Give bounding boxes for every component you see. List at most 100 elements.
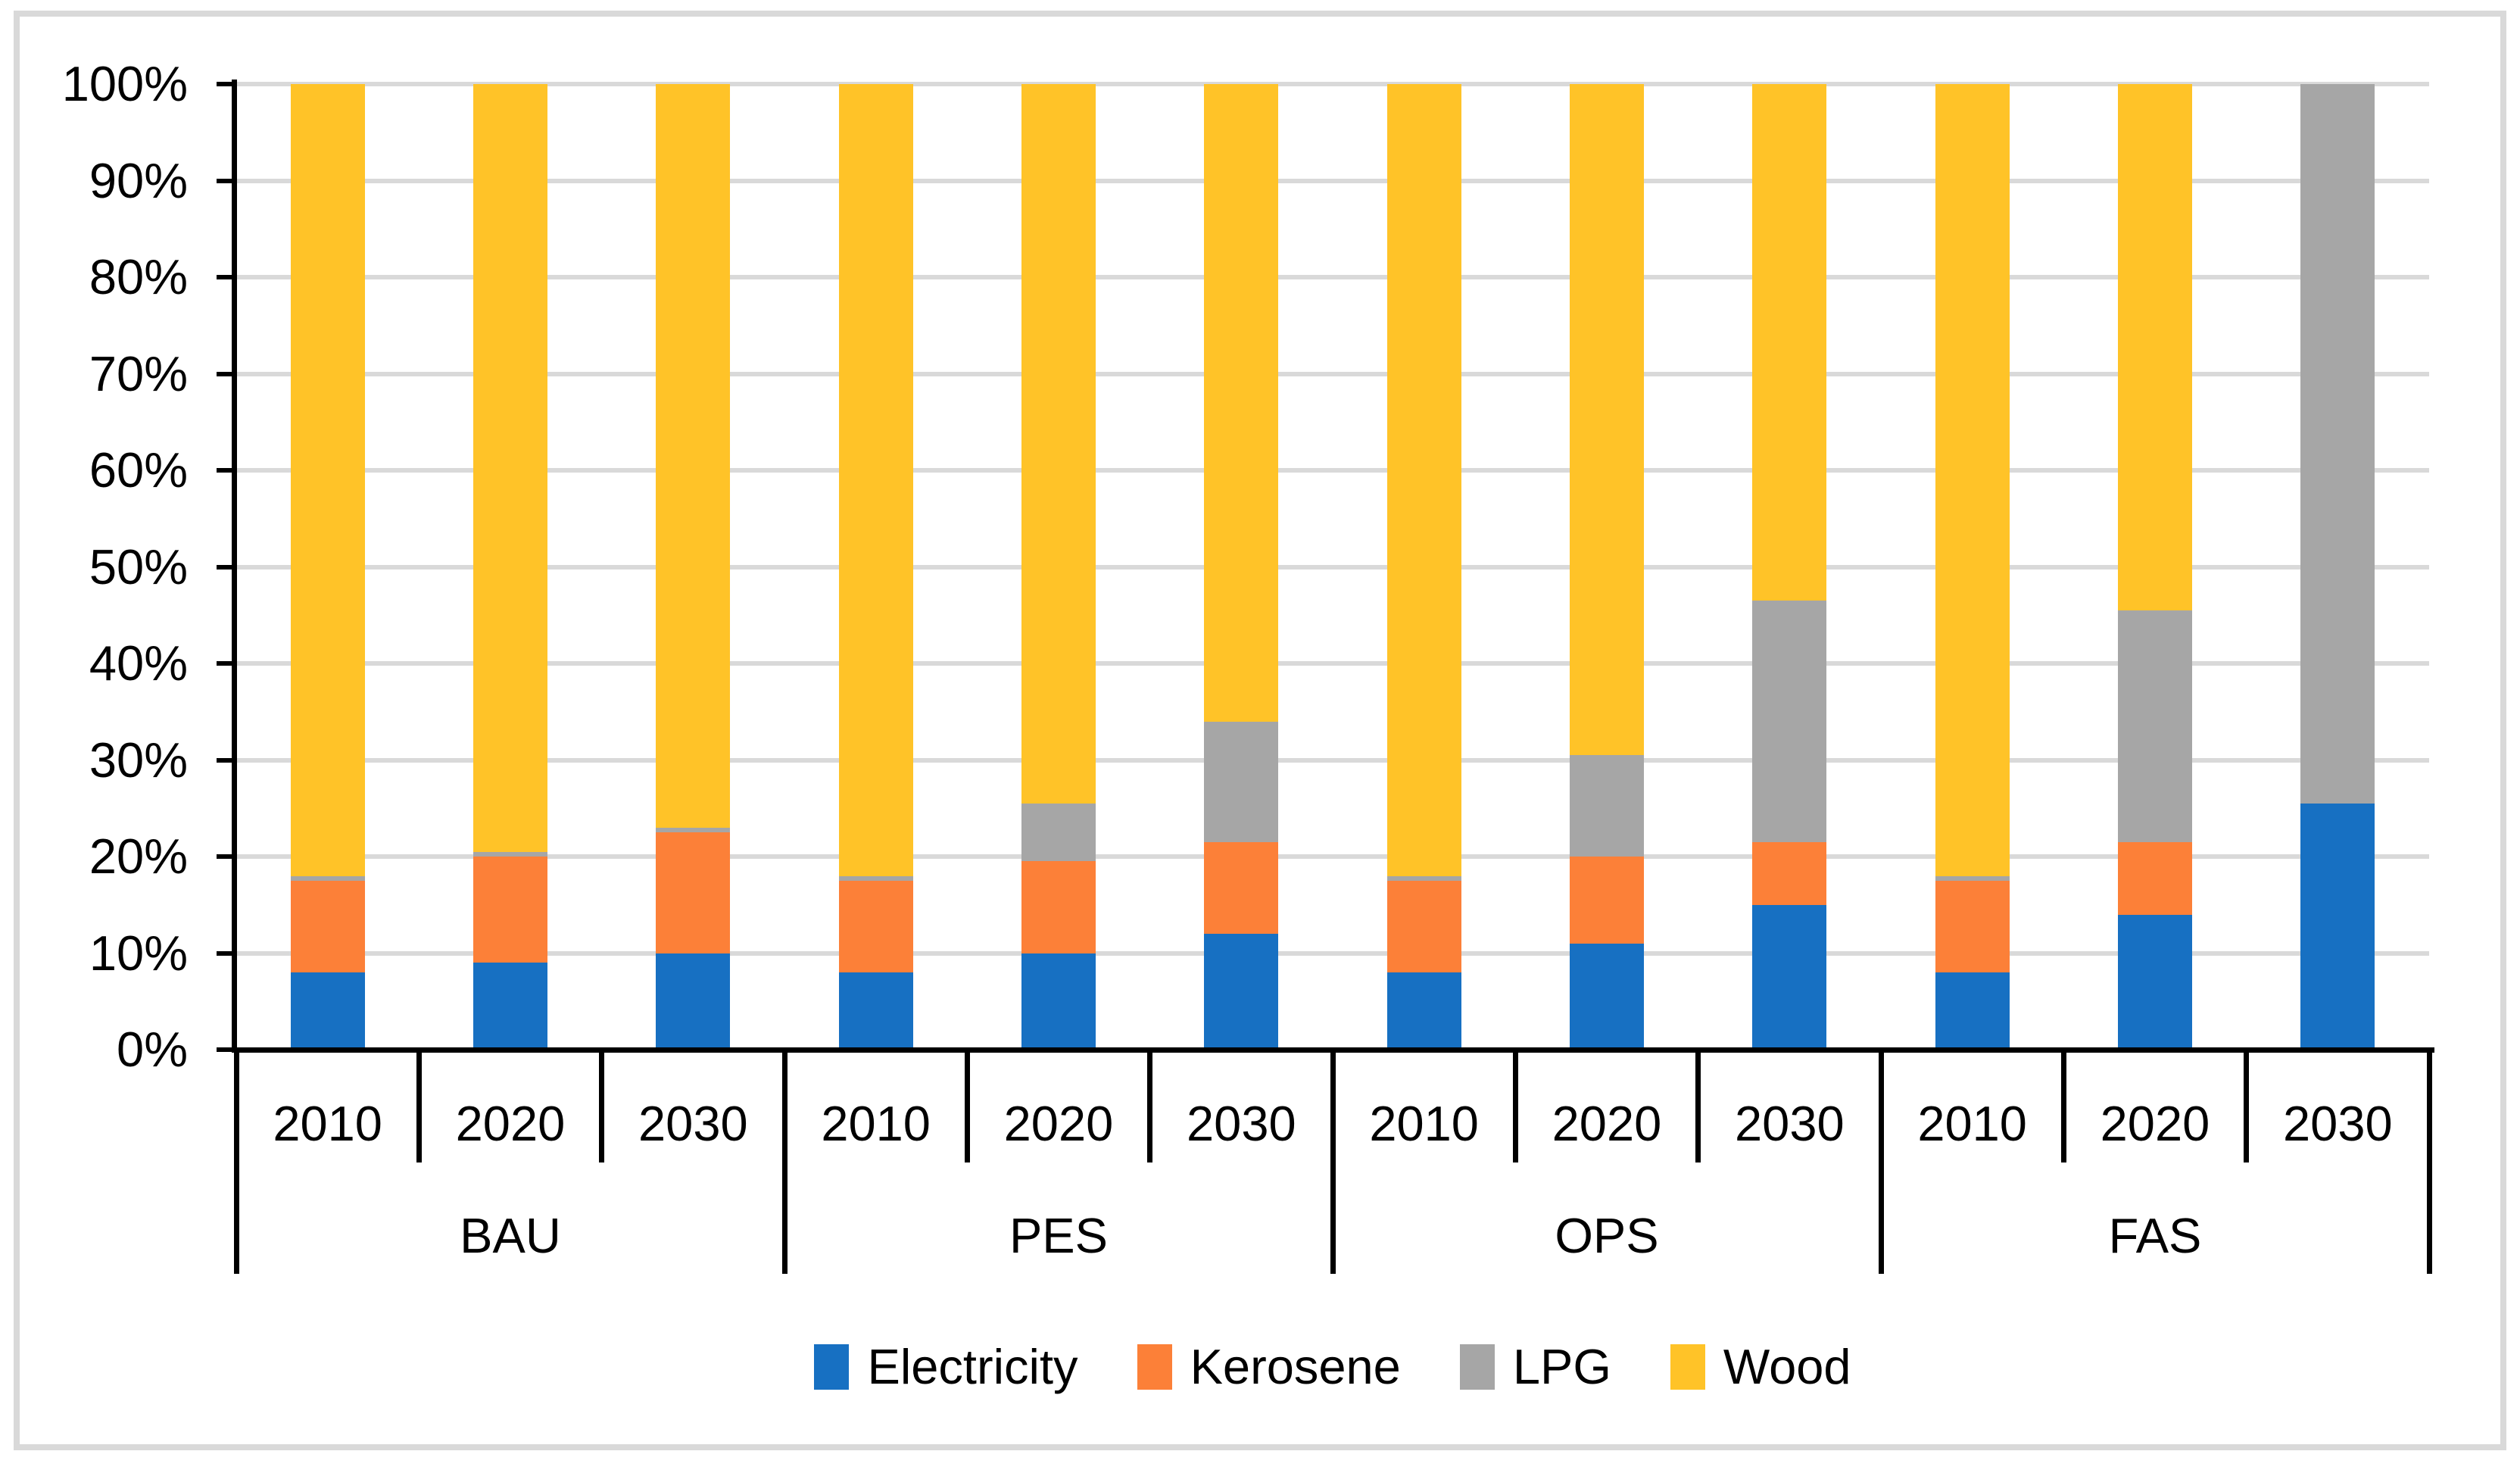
bar-segment-wood [2118, 84, 2192, 610]
y-axis-tick [217, 468, 237, 473]
bar-segment-kerosene [1752, 841, 1827, 905]
bar-fas-2010 [1935, 84, 2010, 1050]
legend-marker-kerosene [1137, 1344, 1172, 1390]
year-separator [599, 1050, 605, 1162]
year-label: 2010 [1917, 1096, 2027, 1151]
bar-segment-lpg [2300, 84, 2375, 804]
bar-segment-kerosene [290, 880, 365, 972]
gridline [236, 564, 2429, 570]
y-axis-tick [217, 757, 237, 763]
y-axis-tick-label: 70% [89, 345, 188, 401]
legend-marker-wood [1670, 1344, 1705, 1390]
legend-label: LPG [1512, 1339, 1611, 1394]
bar-segment-electricity [1204, 934, 1279, 1050]
group-separator [2426, 1050, 2432, 1274]
gridline [236, 757, 2429, 763]
group-label-fas: FAS [2108, 1208, 2202, 1263]
group-label-pes: PES [1009, 1208, 1109, 1263]
bar-segment-electricity [2118, 914, 2192, 1050]
y-axis-tick [217, 371, 237, 376]
bar-segment-lpg [1752, 601, 1827, 842]
bar-segment-electricity [290, 972, 365, 1050]
y-axis-tick-label: 50% [89, 538, 188, 595]
bar-segment-kerosene [1021, 861, 1096, 953]
year-label: 2030 [638, 1096, 748, 1151]
gridline [236, 178, 2429, 183]
y-axis-tick-label: 60% [89, 442, 188, 498]
y-axis-tick [217, 854, 237, 859]
group-label-ops: OPS [1555, 1208, 1659, 1263]
bar-segment-kerosene [656, 832, 731, 953]
group-label-bau: BAU [460, 1208, 561, 1263]
bar-bau-2010 [290, 84, 365, 1050]
legend-marker-electricity [814, 1344, 850, 1390]
bar-segment-lpg [1935, 875, 2010, 881]
group-separator [233, 1050, 239, 1274]
bar-segment-lpg [1386, 875, 1461, 881]
y-axis-tick [217, 82, 237, 86]
bar-segment-kerosene [1204, 841, 1279, 934]
bar-segment-kerosene [838, 880, 913, 972]
bar-segment-electricity [838, 972, 913, 1050]
legend: Electricity Kerosene LPG Wood [236, 1322, 2429, 1412]
y-axis-tick-label: 0% [117, 1022, 188, 1077]
bar-pes-2030 [1204, 84, 1279, 1050]
year-label: 2020 [1003, 1096, 1114, 1151]
y-axis-tick-label: 100% [61, 56, 188, 111]
legend-item-kerosene: Kerosene [1137, 1322, 1401, 1412]
bar-segment-wood [1752, 84, 1827, 601]
bar-segment-wood [290, 84, 365, 876]
bar-segment-lpg [838, 875, 913, 881]
gridline [236, 82, 2429, 86]
legend-marker-lpg [1459, 1344, 1495, 1390]
y-axis-tick-label: 20% [89, 829, 188, 884]
group-separator [781, 1050, 788, 1274]
y-axis-tick-label: 30% [89, 732, 188, 788]
bar-segment-lpg [473, 851, 547, 857]
bar-segment-lpg [290, 875, 365, 881]
group-separator [1330, 1050, 1336, 1274]
bar-segment-kerosene [1935, 880, 2010, 972]
bar-segment-lpg [656, 827, 731, 833]
y-axis-tick [217, 950, 237, 956]
year-label: 2030 [1187, 1096, 1296, 1151]
y-axis-tick-label: 10% [89, 925, 188, 981]
bar-pes-2010 [838, 84, 913, 1050]
bar-segment-electricity [1752, 904, 1827, 1050]
y-axis-tick [217, 564, 237, 570]
bar-segment-electricity [2300, 803, 2375, 1050]
bar-ops-2020 [1570, 84, 1644, 1050]
gridline [236, 371, 2429, 376]
bar-segment-wood [1204, 84, 1279, 722]
bar-fas-2020 [2118, 84, 2192, 1050]
legend-label: Electricity [867, 1339, 1078, 1394]
year-separator [1512, 1050, 1518, 1162]
year-separator [1695, 1050, 1701, 1162]
year-separator [2244, 1050, 2250, 1162]
year-label: 2020 [2100, 1096, 2210, 1151]
bar-segment-kerosene [2118, 841, 2192, 915]
group-separator [1878, 1050, 1884, 1274]
bar-segment-electricity [1570, 943, 1644, 1050]
bar-segment-electricity [473, 963, 547, 1050]
bar-segment-lpg [1021, 803, 1096, 862]
bar-segment-electricity [1935, 972, 2010, 1050]
year-label: 2030 [1735, 1096, 1845, 1151]
year-separator [2060, 1050, 2066, 1162]
bar-pes-2020 [1021, 84, 1096, 1050]
y-axis-tick-label: 80% [89, 249, 188, 304]
legend-item-electricity: Electricity [814, 1322, 1078, 1412]
bar-segment-kerosene [1570, 857, 1644, 944]
gridline [236, 950, 2429, 956]
bar-segment-wood [1386, 84, 1461, 876]
gridline [236, 468, 2429, 473]
bar-bau-2030 [656, 84, 731, 1050]
bar-bau-2020 [473, 84, 547, 1050]
year-label: 2020 [1552, 1096, 1662, 1151]
year-label: 2010 [821, 1096, 931, 1151]
bar-segment-wood [1935, 84, 2010, 876]
bar-segment-electricity [1386, 972, 1461, 1050]
year-label: 2030 [2283, 1096, 2393, 1151]
bar-segment-kerosene [1386, 880, 1461, 972]
bar-segment-wood [1021, 84, 1096, 804]
